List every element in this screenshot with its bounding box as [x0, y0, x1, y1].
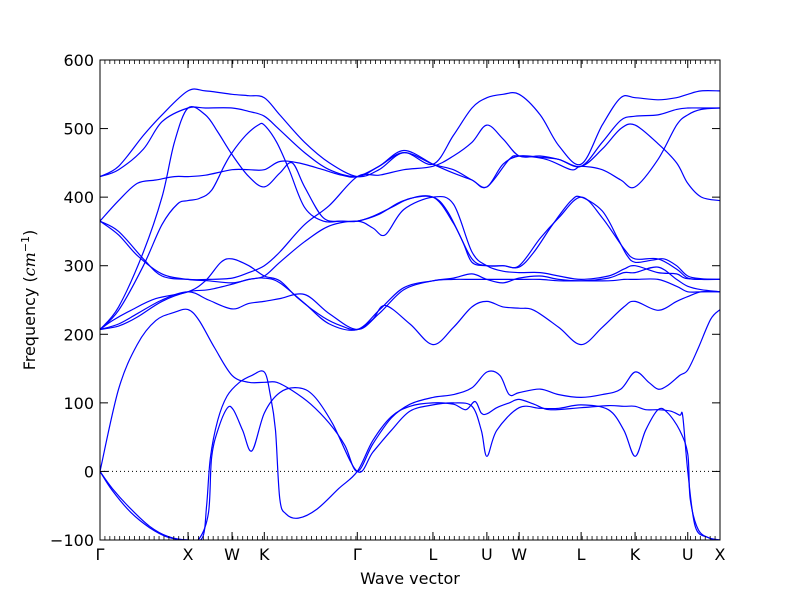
- plot-frame: [99, 59, 721, 541]
- y-tick-label: 300: [63, 257, 94, 276]
- x-tick-label: Γ: [353, 545, 362, 564]
- x-tick-label: K: [259, 545, 270, 564]
- x-axis-title: Wave vector: [360, 569, 460, 588]
- x-tick-label: X: [183, 545, 194, 564]
- band-line-12: [100, 88, 720, 178]
- band-line-13: [100, 107, 720, 222]
- x-tick-label: W: [224, 545, 240, 564]
- y-tick-label: 500: [63, 120, 94, 139]
- band-line-6: [100, 258, 720, 346]
- band-line-5: [100, 266, 720, 331]
- x-tick-label: L: [577, 545, 586, 564]
- y-tick-label: 400: [63, 188, 94, 207]
- y-tick-label: −100: [50, 531, 94, 550]
- x-tick-label: U: [481, 545, 493, 564]
- band-line-2: [100, 370, 720, 540]
- y-axis-title: Frequency (cm−1): [19, 230, 39, 371]
- band-line-1: [100, 387, 720, 540]
- x-tick-label: X: [715, 545, 726, 564]
- y-tick-label: 0: [84, 462, 94, 481]
- y-tick-label: 100: [63, 394, 94, 413]
- x-tick-label: L: [428, 545, 437, 564]
- y-tick-label: 600: [63, 51, 94, 70]
- tick-layer: [99, 59, 721, 541]
- series-layer: [100, 88, 720, 540]
- band-line-8: [100, 105, 720, 330]
- x-tick-label: Γ: [96, 545, 105, 564]
- x-tick-label: U: [682, 545, 694, 564]
- band-line-3: [100, 308, 720, 472]
- band-line-10: [100, 123, 720, 281]
- y-tick-label: 200: [63, 325, 94, 344]
- band-line-9: [100, 195, 720, 284]
- x-tick-label: K: [630, 545, 641, 564]
- band-line-11: [100, 106, 720, 189]
- x-tick-label: W: [511, 545, 527, 564]
